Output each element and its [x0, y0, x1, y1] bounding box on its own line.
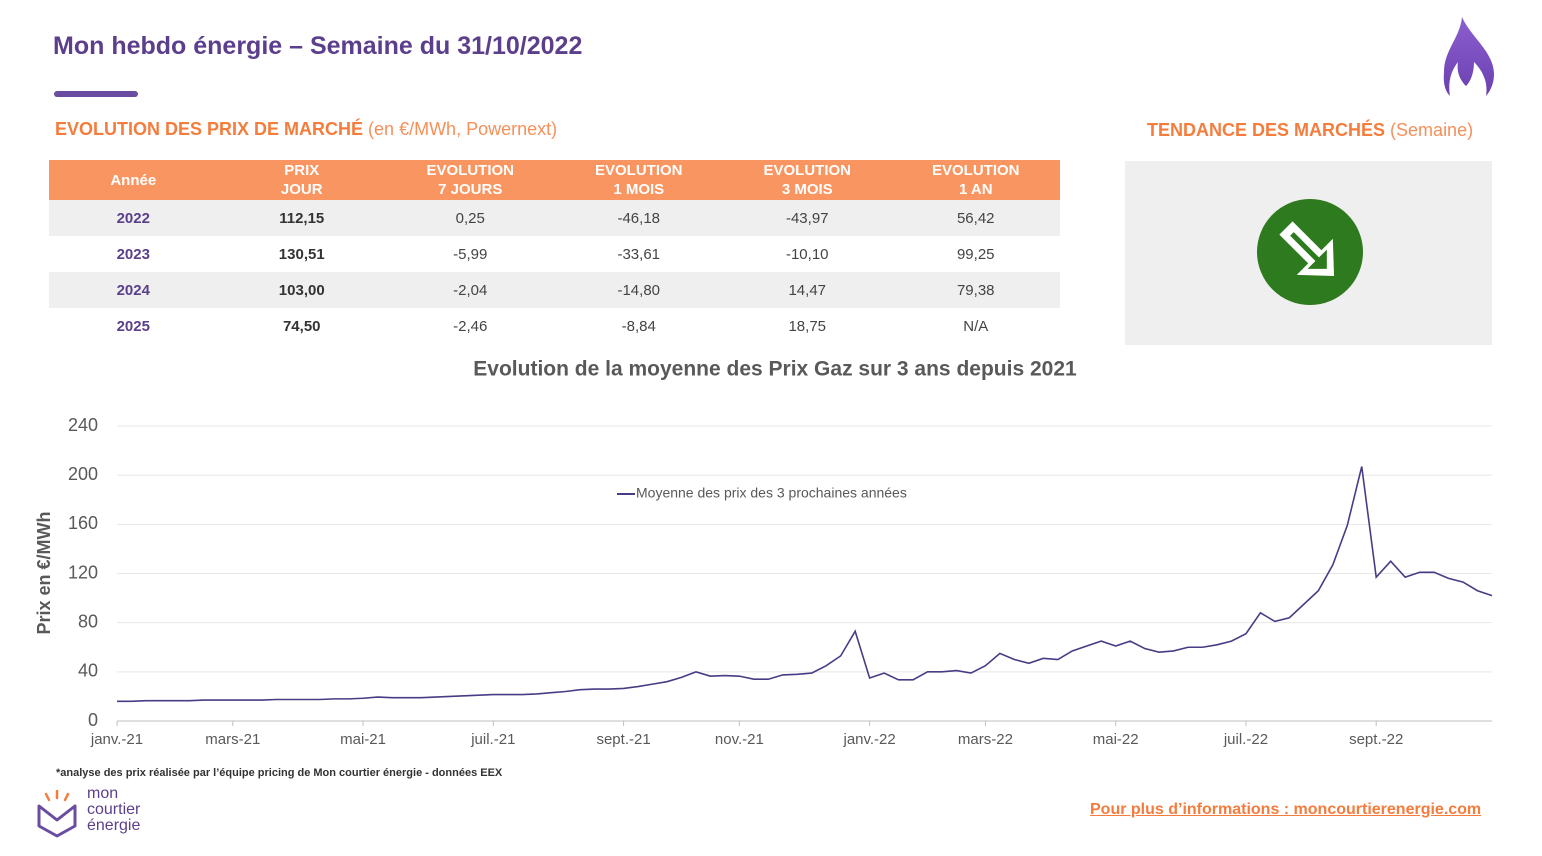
trend-box — [1125, 161, 1492, 345]
table-cell: 2023 — [116, 245, 150, 263]
table-cell: -8,84 — [621, 317, 656, 335]
table-cell: -14,80 — [617, 281, 661, 299]
x-tick-label: juil.-22 — [1223, 731, 1268, 748]
logo-line: énergie — [87, 817, 141, 834]
table-cell: 2022 — [116, 209, 150, 227]
footnote: *analyse des prix réalisée par l’équipe … — [56, 767, 503, 779]
table-cell: N/A — [963, 317, 989, 335]
header-cell: EVOLUTION 7 JOURS — [386, 160, 555, 200]
header-text: Année — [110, 171, 157, 189]
table-row: 2024 103,00 -2,04 -14,80 14,47 79,38 — [49, 272, 1060, 308]
header-cell: EVOLUTION 1 MOIS — [555, 160, 724, 200]
section-title: TENDANCE DES MARCHÉS — [1147, 120, 1386, 140]
table-cell: 99,25 — [956, 245, 995, 263]
x-tick-label: juil.-21 — [470, 731, 515, 748]
x-tick-label: sept.-22 — [1349, 731, 1403, 748]
x-tick-label: janv.-22 — [842, 731, 895, 748]
section-subtitle: (en €/MWh, Powernext) — [368, 119, 558, 139]
header-text: PRIX — [284, 162, 320, 179]
y-axis-label: Prix en €/MWh — [34, 511, 54, 634]
header-text: EVOLUTION — [763, 162, 851, 179]
table-cell: 0,25 — [455, 209, 485, 227]
header-text: 3 MOIS — [781, 181, 833, 198]
table-cell: -5,99 — [453, 245, 488, 263]
legend-label: Moyenne des prix des 3 prochaines années — [636, 485, 907, 501]
x-tick-label: mai-22 — [1093, 731, 1139, 748]
trend-arrow — [1279, 221, 1335, 277]
x-tick-label: janv.-21 — [90, 731, 143, 748]
header-text: EVOLUTION — [931, 162, 1020, 179]
table-cell: 18,75 — [788, 317, 827, 335]
table-cell: 14,47 — [788, 281, 827, 299]
y-tick-label: 160 — [68, 513, 98, 533]
header-text: EVOLUTION — [426, 162, 514, 179]
x-tick-label: nov.-21 — [715, 731, 764, 748]
table-cell: -33,61 — [617, 245, 661, 263]
header-text: 7 JOURS — [438, 181, 503, 198]
chart-title: Evolution de la moyenne des Prix Gaz sur… — [473, 358, 1077, 381]
series-line — [117, 466, 1493, 703]
header-cell: PRIX JOUR — [218, 160, 387, 200]
header-text: EVOLUTION — [594, 162, 683, 179]
y-tick-label: 240 — [68, 415, 98, 435]
header-cell: EVOLUTION 1 AN — [892, 160, 1061, 200]
flame — [1443, 17, 1494, 96]
x-tick-label: mars-22 — [958, 731, 1013, 748]
table-cell: 130,51 — [278, 245, 325, 263]
y-tick-label: 120 — [68, 562, 98, 582]
y-tick-label: 80 — [78, 611, 98, 631]
y-tick-label: 40 — [78, 661, 98, 681]
x-tick-label: mars-21 — [205, 731, 260, 748]
table-cell: -2,46 — [453, 317, 488, 335]
logo-text: mon courtier énergie — [87, 786, 140, 834]
header-cell: Année — [49, 160, 218, 200]
table-cell: 74,50 — [282, 317, 321, 335]
table-cell: -10,10 — [785, 245, 829, 263]
table-cell: 103,00 — [278, 281, 325, 299]
table-cell: 112,15 — [279, 209, 325, 227]
logo-line: mon — [87, 785, 119, 802]
logo-icon — [37, 790, 77, 838]
header-text: 1 MOIS — [613, 181, 665, 198]
table-cell: 56,42 — [956, 209, 995, 227]
section-title: EVOLUTION DES PRIX DE MARCHÉ — [55, 119, 364, 139]
table-cell: -2,04 — [453, 281, 488, 299]
x-tick-label: sept.-21 — [596, 731, 650, 748]
title-underline — [54, 91, 138, 97]
header-row: Année PRIX JOUR EVOLUTION 7 JOURS EVOLUTION 1 … — [49, 160, 1060, 200]
market-section-title: EVOLUTION DES PRIX DE MARCHÉ (en €/MWh, … — [55, 119, 557, 140]
table-row: 2023 130,51 -5,99 -33,61 -10,10 99,25 — [49, 236, 1060, 272]
market-table: Année PRIX JOUR EVOLUTION 7 JOURS EVOLUTION 1 … — [49, 160, 1060, 344]
table-cell: -46,18 — [617, 209, 661, 227]
table-cell: -43,97 — [785, 209, 829, 227]
trend-section-title: TENDANCE DES MARCHÉS (Semaine) — [1147, 120, 1473, 141]
logo-line: courtier — [87, 801, 141, 818]
page-title: Mon hebdo énergie – Semaine du 31/10/202… — [53, 32, 583, 60]
x-tick-label: mai-21 — [340, 731, 386, 748]
header-text: JOUR — [280, 181, 323, 198]
table-row: 2025 74,50 -2,46 -8,84 18,75 N/A — [49, 308, 1060, 344]
trend-icon — [1257, 199, 1363, 305]
website-link[interactable]: Pour plus d’informations : moncourtieren… — [1090, 801, 1482, 818]
table-cell: 2024 — [116, 281, 150, 299]
header-text: 1 AN — [958, 181, 993, 198]
chart: Evolution de la moyenne des Prix Gaz sur… — [34, 358, 1493, 748]
y-tick-label: 0 — [88, 710, 98, 730]
table-row: 2022 112,15 0,25 -46,18 -43,97 56,42 — [49, 200, 1060, 236]
y-tick-label: 200 — [68, 464, 98, 484]
table-cell: 79,38 — [956, 281, 995, 299]
header-cell: EVOLUTION 3 MOIS — [723, 160, 892, 200]
section-subtitle: (Semaine) — [1390, 120, 1474, 140]
flame-icon — [1443, 17, 1494, 96]
table-cell: 2025 — [116, 317, 150, 335]
